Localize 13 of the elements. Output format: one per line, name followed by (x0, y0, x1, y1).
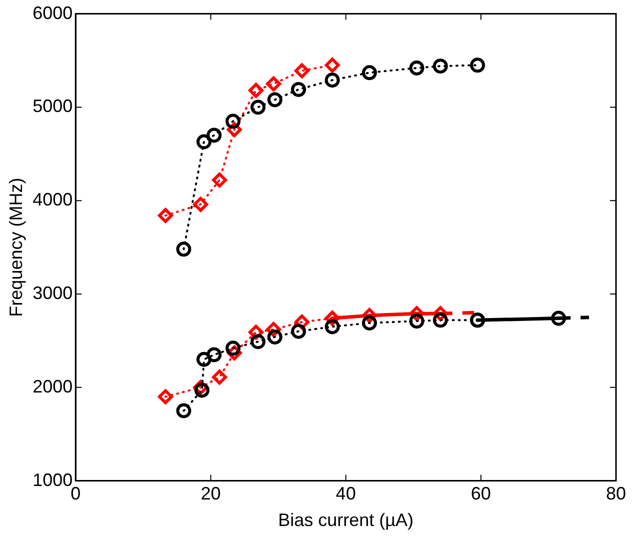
x-tick-label: 60 (470, 484, 491, 504)
x-axis-title: Bias current (µA) (278, 510, 414, 530)
x-tick-label: 20 (200, 484, 221, 504)
y-tick-label: 2000 (32, 376, 73, 396)
y-tick-label: 5000 (32, 96, 73, 116)
y-tick-label: 1000 (32, 470, 73, 490)
x-tick-label: 0 (70, 484, 81, 504)
y-tick-label: 6000 (32, 2, 73, 23)
x-tick-label: 40 (336, 484, 356, 504)
y-tick-label: 4000 (32, 190, 73, 210)
y-axis-title: Frequency (MHz) (6, 178, 26, 317)
y-tick-label: 3000 (32, 282, 73, 303)
x-tick-label: 80 (606, 484, 626, 504)
